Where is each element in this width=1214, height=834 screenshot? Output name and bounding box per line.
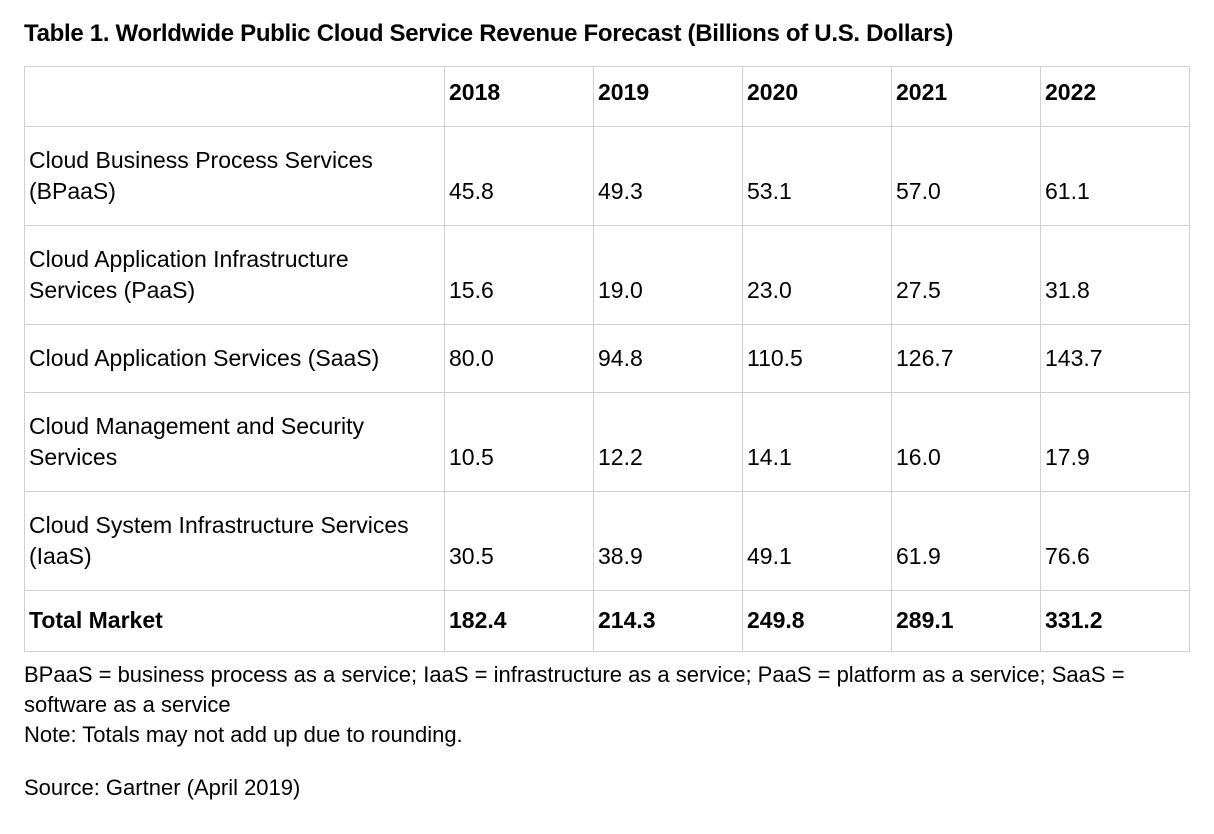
table-row: Cloud Management and Security Services 1…	[25, 393, 1190, 492]
row-value: 17.9	[1041, 393, 1190, 492]
row-label: Cloud Application Services (SaaS)	[25, 325, 445, 393]
row-value: 94.8	[594, 325, 743, 393]
table-row: Cloud Application Infrastructure Service…	[25, 226, 1190, 325]
row-value: 12.2	[594, 393, 743, 492]
row-value: 14.1	[743, 393, 892, 492]
row-value: 30.5	[445, 492, 594, 591]
table-container: 2018 2019 2020 2021 2022 Cloud Business …	[24, 66, 1190, 652]
row-value: 23.0	[743, 226, 892, 325]
row-value: 45.8	[445, 127, 594, 226]
footnote-definitions: BPaaS = business process as a service; I…	[24, 660, 1190, 721]
table-header-row: 2018 2019 2020 2021 2022	[25, 67, 1190, 127]
source-line: Source: Gartner (April 2019)	[24, 775, 1190, 801]
row-value: 19.0	[594, 226, 743, 325]
row-value: 49.1	[743, 492, 892, 591]
row-value: 31.8	[1041, 226, 1190, 325]
row-value: 16.0	[892, 393, 1041, 492]
row-value: 57.0	[892, 127, 1041, 226]
row-value: 38.9	[594, 492, 743, 591]
table-header-year: 2020	[743, 67, 892, 127]
row-label: Cloud System Infrastructure Services (Ia…	[25, 492, 445, 591]
row-value: 76.6	[1041, 492, 1190, 591]
row-value: 143.7	[1041, 325, 1190, 393]
revenue-forecast-table: 2018 2019 2020 2021 2022 Cloud Business …	[24, 66, 1190, 652]
footnote-note: Note: Totals may not add up due to round…	[24, 720, 1190, 750]
row-value: 110.5	[743, 325, 892, 393]
table-header-year: 2019	[594, 67, 743, 127]
row-value: 53.1	[743, 127, 892, 226]
row-value: 10.5	[445, 393, 594, 492]
table-row: Cloud System Infrastructure Services (Ia…	[25, 492, 1190, 591]
table-header-year: 2021	[892, 67, 1041, 127]
row-label: Cloud Management and Security Services	[25, 393, 445, 492]
row-value: 49.3	[594, 127, 743, 226]
table-header-year: 2018	[445, 67, 594, 127]
row-value: 80.0	[445, 325, 594, 393]
row-value: 126.7	[892, 325, 1041, 393]
row-value: 15.6	[445, 226, 594, 325]
table-header-year: 2022	[1041, 67, 1190, 127]
table-row-total: Total Market 182.4 214.3 249.8 289.1 331…	[25, 591, 1190, 651]
row-label: Total Market	[25, 591, 445, 651]
row-value: 249.8	[743, 591, 892, 651]
row-value: 182.4	[445, 591, 594, 651]
footnotes: BPaaS = business process as a service; I…	[24, 660, 1190, 751]
row-label: Cloud Business Process Services (BPaaS)	[25, 127, 445, 226]
row-label: Cloud Application Infrastructure Service…	[25, 226, 445, 325]
row-value: 61.9	[892, 492, 1041, 591]
row-value: 27.5	[892, 226, 1041, 325]
row-value: 61.1	[1041, 127, 1190, 226]
table-row: Cloud Application Services (SaaS) 80.0 9…	[25, 325, 1190, 393]
table-row: Cloud Business Process Services (BPaaS) …	[25, 127, 1190, 226]
table-header-label	[25, 67, 445, 127]
table-title: Table 1. Worldwide Public Cloud Service …	[24, 20, 1190, 48]
row-value: 331.2	[1041, 591, 1190, 651]
row-value: 214.3	[594, 591, 743, 651]
row-value: 289.1	[892, 591, 1041, 651]
